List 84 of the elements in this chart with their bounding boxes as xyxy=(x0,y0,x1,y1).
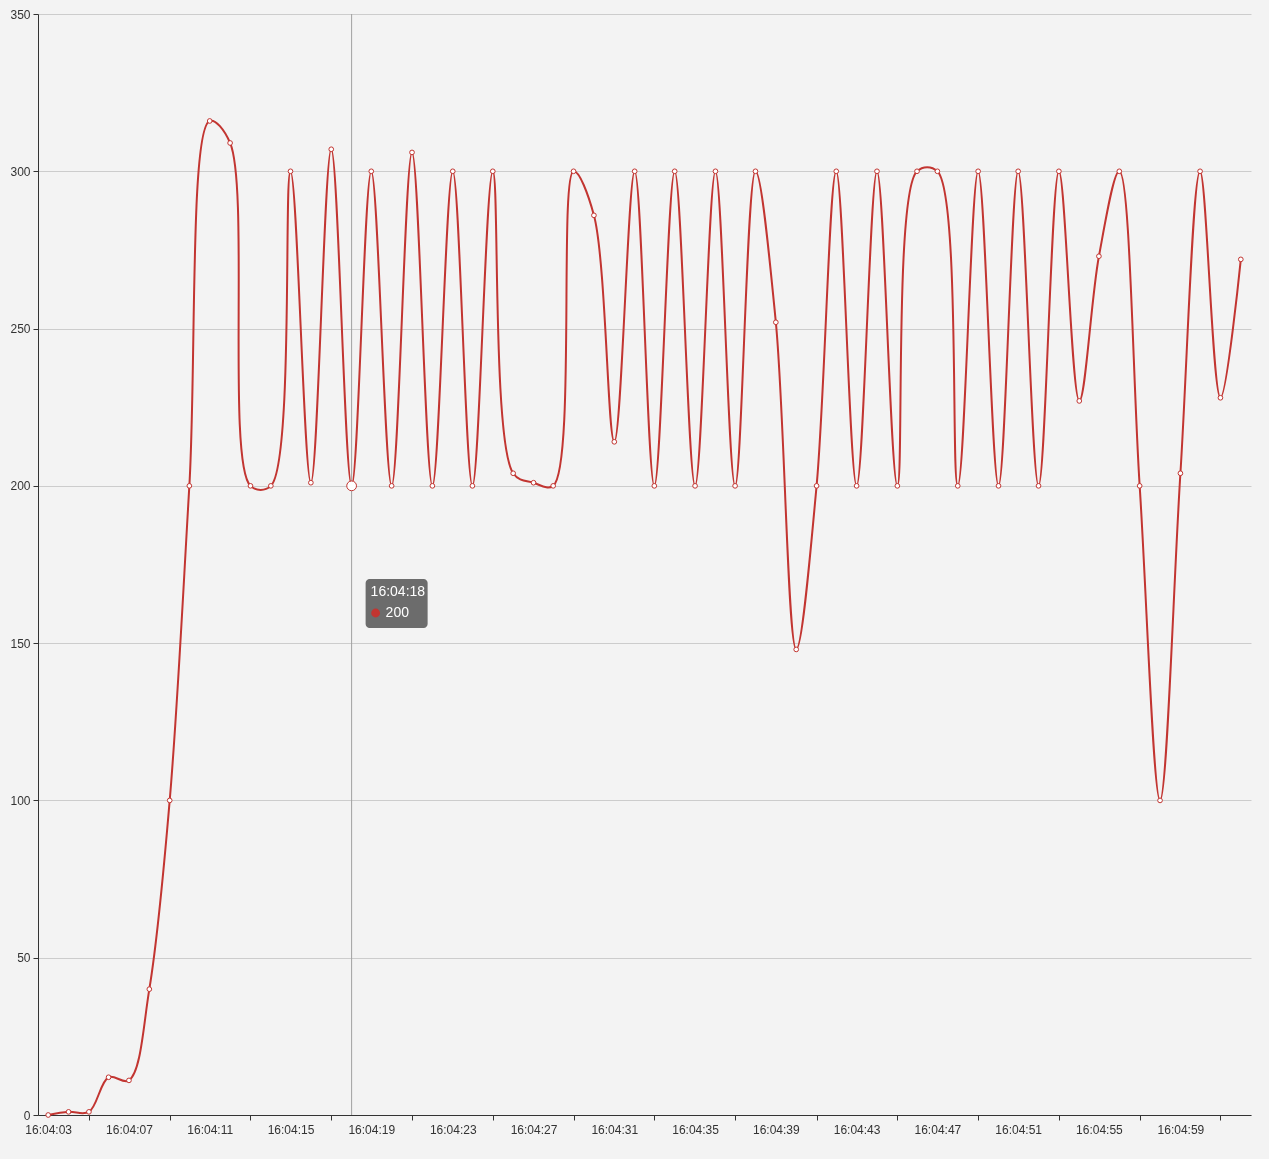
y-tick-label: 50 xyxy=(17,951,31,966)
point xyxy=(247,483,254,489)
x-tick-label: 16:04:19 xyxy=(348,1122,396,1137)
point xyxy=(268,483,274,489)
point xyxy=(611,438,618,445)
x-tick-label: 16:04:03 xyxy=(25,1122,73,1137)
x-tick-label: 16:04:07 xyxy=(106,1122,154,1137)
point xyxy=(449,168,456,175)
point xyxy=(793,646,800,653)
point xyxy=(1136,483,1143,489)
point xyxy=(1217,394,1224,401)
point xyxy=(813,483,820,489)
y-tick-label: 200 xyxy=(10,479,31,494)
x-tick-label: 16:04:51 xyxy=(995,1122,1043,1137)
point xyxy=(105,1074,112,1081)
point xyxy=(1116,168,1123,175)
point xyxy=(1035,483,1042,489)
point xyxy=(570,168,577,175)
point xyxy=(1096,253,1102,260)
x-tick-label: 16:04:35 xyxy=(672,1122,720,1137)
point xyxy=(206,118,213,124)
point xyxy=(631,168,638,175)
point xyxy=(409,149,415,156)
point xyxy=(287,168,294,175)
x-tick-label: 16:04:11 xyxy=(187,1122,234,1137)
point xyxy=(146,986,153,993)
y-tick-label: 300 xyxy=(10,164,31,179)
point xyxy=(368,168,375,175)
x-tick-label: 16:04:47 xyxy=(914,1122,962,1137)
point xyxy=(773,319,779,326)
point xyxy=(1015,168,1021,175)
point xyxy=(510,470,516,477)
point xyxy=(732,483,738,489)
point xyxy=(166,797,173,804)
point xyxy=(1157,797,1163,804)
x-tick-label: 16:04:55 xyxy=(1076,1122,1124,1137)
point xyxy=(1056,168,1062,175)
point xyxy=(328,146,335,153)
x-tick-label: 16:04:27 xyxy=(510,1122,558,1137)
point xyxy=(65,1109,72,1115)
point xyxy=(752,168,759,175)
point xyxy=(530,479,537,486)
point xyxy=(914,168,920,175)
annotation: 16:04:18 xyxy=(370,583,426,599)
point xyxy=(934,168,941,175)
point xyxy=(591,212,597,219)
y-tick-label: 0 xyxy=(23,1108,31,1123)
annotation: 200 xyxy=(385,604,410,620)
y-tick-label: 250 xyxy=(10,322,31,337)
point xyxy=(550,483,557,489)
y-tick-label: 150 xyxy=(10,636,31,651)
point xyxy=(308,479,314,486)
point xyxy=(126,1077,132,1084)
point xyxy=(995,483,1002,489)
y-tick-label: 100 xyxy=(10,793,31,808)
y-tick-label: 350 xyxy=(10,7,31,22)
point xyxy=(186,483,193,489)
x-tick-label: 16:04:59 xyxy=(1157,1122,1205,1137)
point xyxy=(86,1109,92,1115)
point xyxy=(429,483,436,489)
point xyxy=(1197,168,1203,175)
point xyxy=(1076,398,1083,404)
point xyxy=(853,483,860,489)
x-tick-label: 16:04:15 xyxy=(267,1122,315,1137)
point xyxy=(651,483,658,489)
point xyxy=(1237,256,1244,263)
x-tick-label: 16:04:31 xyxy=(591,1122,639,1137)
point xyxy=(874,168,880,175)
point xyxy=(469,483,476,489)
point xyxy=(692,483,698,489)
point xyxy=(954,483,961,489)
point xyxy=(712,168,719,175)
point xyxy=(489,168,496,175)
point xyxy=(671,168,678,175)
x-tick-label: 16:04:39 xyxy=(752,1122,801,1137)
point xyxy=(833,168,840,175)
point xyxy=(45,1112,52,1118)
point xyxy=(975,168,981,175)
x-tick-label: 16:04:23 xyxy=(429,1122,477,1137)
point xyxy=(227,140,233,146)
point xyxy=(388,483,395,489)
x-tick-label: 16:04:43 xyxy=(833,1122,881,1137)
point xyxy=(1177,470,1184,477)
point xyxy=(894,483,901,489)
